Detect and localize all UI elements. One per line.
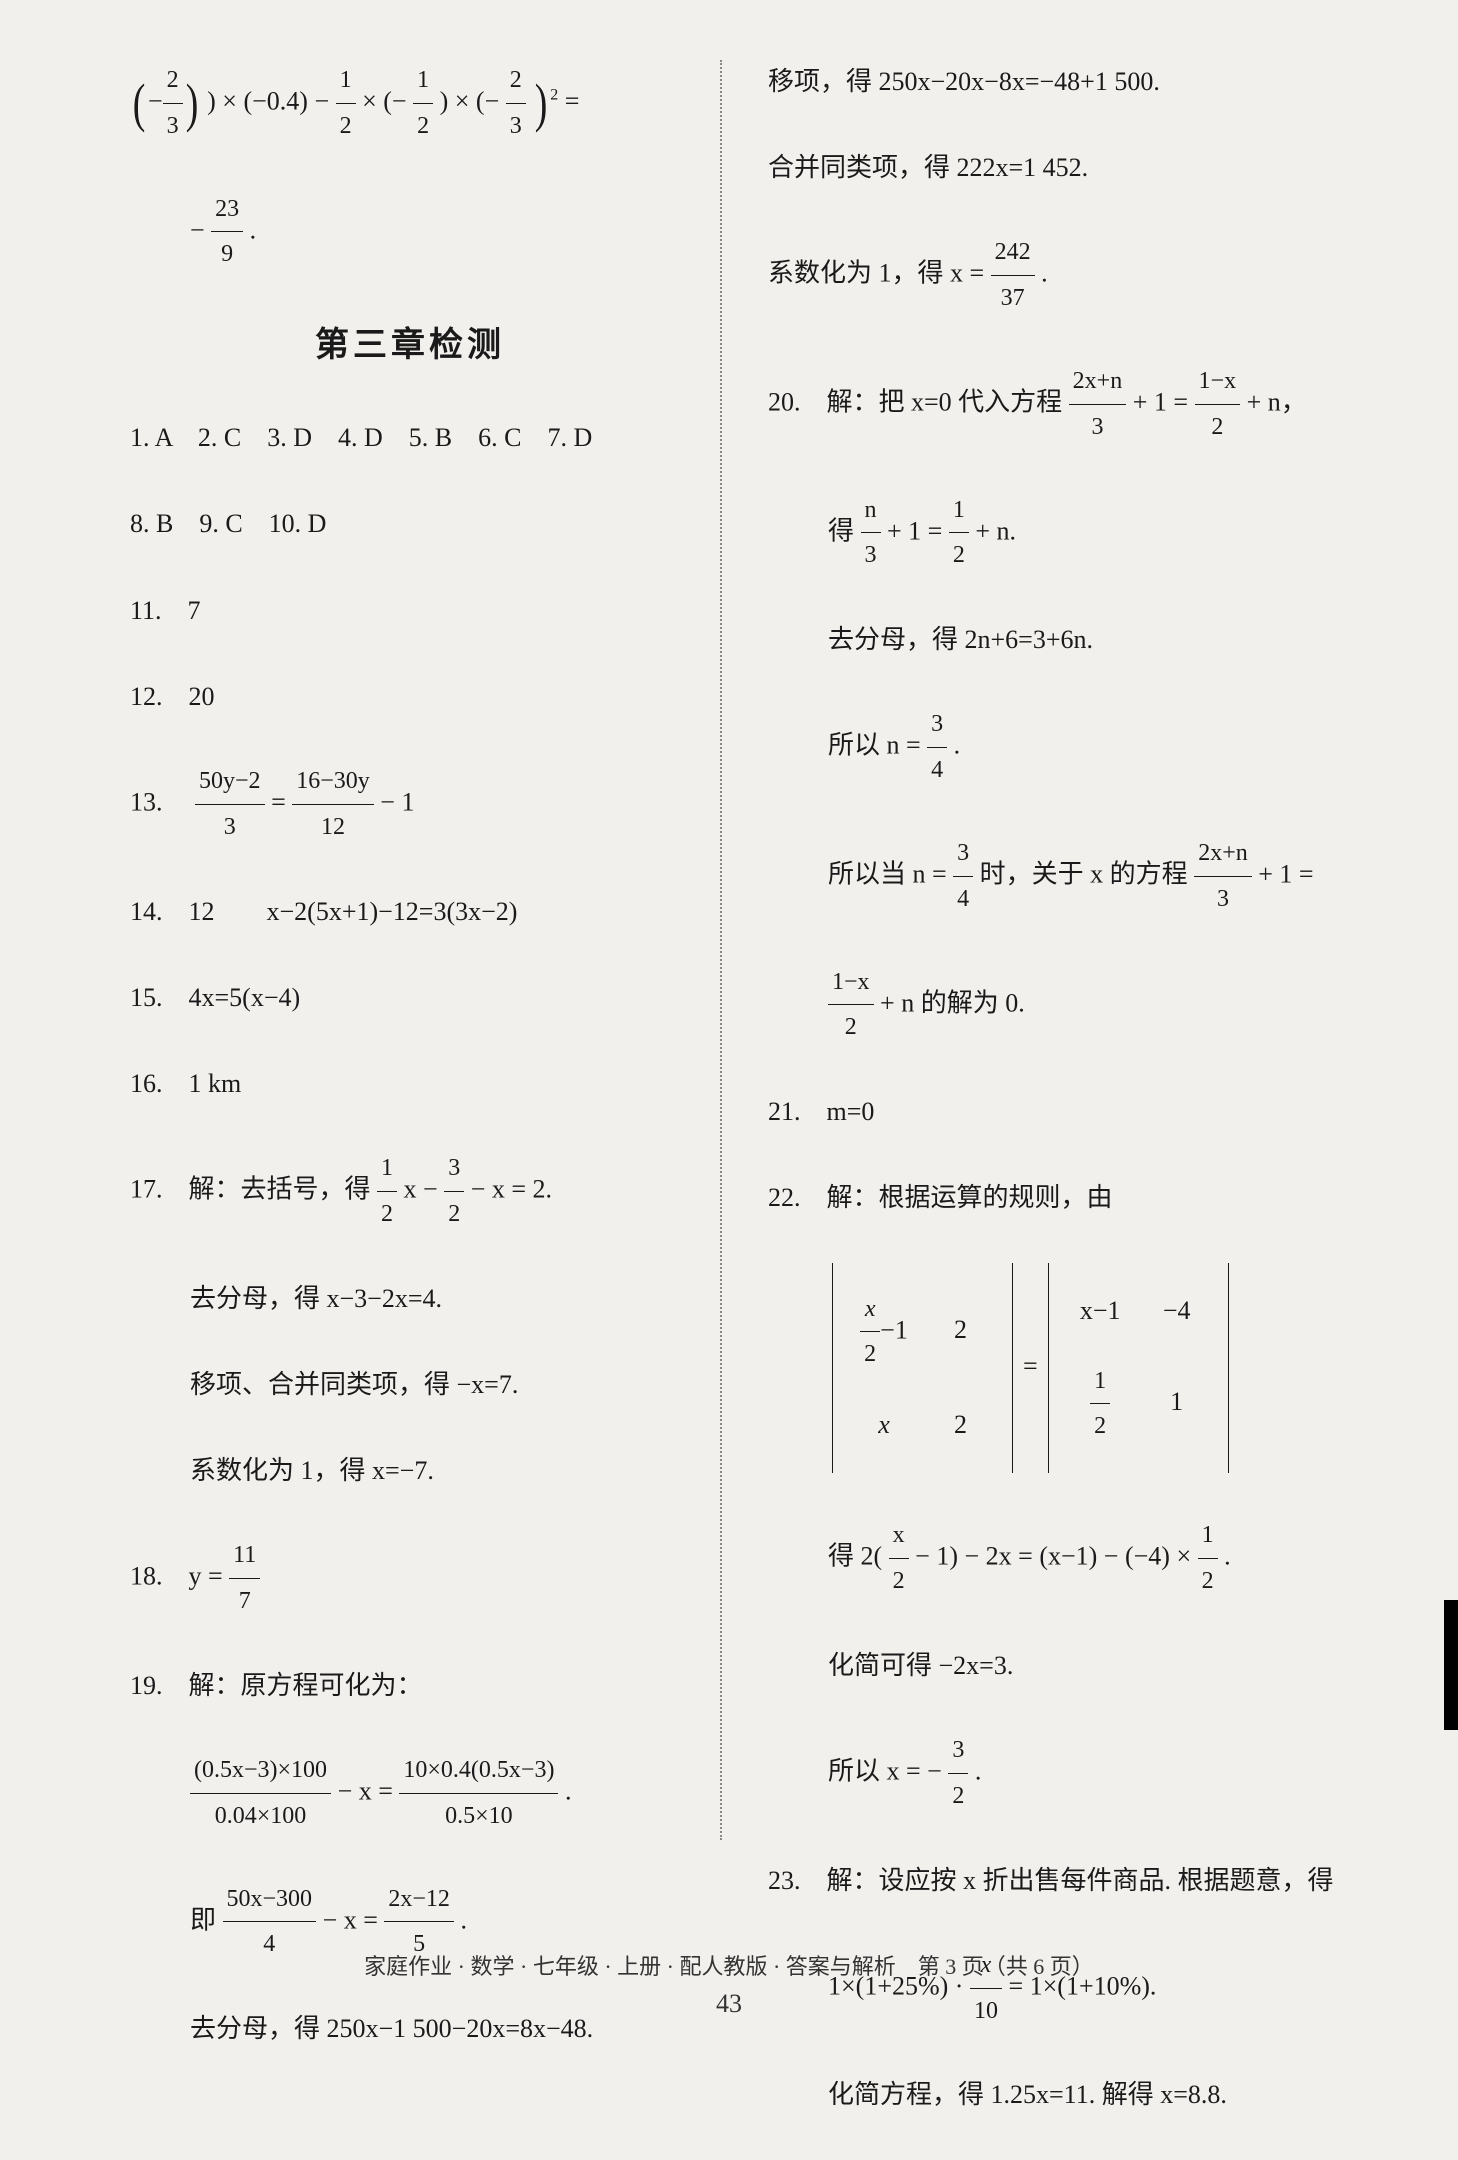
- right-column: 移项，得 250x−20x−8x=−48+1 500. 合并同类项，得 222x…: [768, 60, 1328, 2160]
- q16: 16. 1 km: [130, 1062, 690, 1106]
- prelude-line1: (−23) ) × (−0.4) − 12 × (− 12 ) × (− 23 …: [130, 60, 690, 147]
- mc-row2: 8. B 9. C 10. D: [130, 502, 690, 546]
- q15: 15. 4x=5(x−4): [130, 976, 690, 1020]
- q17-c: 移项、合并同类项，得 −x=7.: [130, 1363, 690, 1407]
- q12: 12. 20: [130, 675, 690, 719]
- scan-edge-mark: [1444, 1600, 1458, 1730]
- q20-c: 去分母，得 2n+6=3+6n.: [768, 618, 1328, 662]
- r3: 系数化为 1，得 x = 24237 .: [768, 232, 1328, 319]
- chapter-title: 第三章检测: [130, 317, 690, 366]
- q22-a: 22. 解：根据运算的规则，由: [768, 1176, 1328, 1220]
- q19-b: (0.5x−3)×1000.04×100 − x = 10×0.4(0.5x−3…: [130, 1750, 690, 1837]
- q11: 11. 7: [130, 589, 690, 633]
- q23-a: 23. 解：设应按 x 折出售每件商品. 根据题意，得: [768, 1859, 1328, 1903]
- q20-a: 20. 解：把 x=0 代入方程 2x+n3 + 1 = 1−x2 + n，: [768, 361, 1328, 448]
- q22-c: 化简可得 −2x=3.: [768, 1644, 1328, 1688]
- q20-d: 所以 n = 34 .: [768, 704, 1328, 791]
- q17-a: 17. 解：去括号，得 12 x − 32 − x = 2.: [130, 1148, 690, 1235]
- q13: 13. 50y−23 = 16−30y12 − 1: [130, 761, 690, 848]
- footer: 家庭作业 · 数学 · 七年级 · 上册 · 配人教版 · 答案与解析 第 3 …: [0, 1949, 1458, 2019]
- q17-b: 去分母，得 x−3−2x=4.: [130, 1277, 690, 1321]
- q18: 18. y = 117: [130, 1535, 690, 1622]
- footer-text: 家庭作业 · 数学 · 七年级 · 上册 · 配人教版 · 答案与解析 第 3 …: [0, 1949, 1458, 1981]
- prelude-line2: − 239 .: [130, 189, 690, 276]
- q21: 21. m=0: [768, 1090, 1328, 1134]
- q20-f: 1−x2 + n 的解为 0.: [768, 962, 1328, 1049]
- r2: 合并同类项，得 222x=1 452.: [768, 146, 1328, 190]
- q23-c: 化简方程，得 1.25x=11. 解得 x=8.8.: [768, 2073, 1328, 2117]
- q22-d: 所以 x = − 32 .: [768, 1730, 1328, 1817]
- q17-d: 系数化为 1，得 x=−7.: [130, 1449, 690, 1493]
- r1: 移项，得 250x−20x−8x=−48+1 500.: [768, 60, 1328, 104]
- page-number: 43: [0, 1989, 1458, 2019]
- left-column: (−23) ) × (−0.4) − 12 × (− 12 ) × (− 23 …: [130, 60, 690, 2093]
- q22-matrix: x2−1 2 x 2 = x−1 −4 12 1: [768, 1263, 1328, 1474]
- q20-e: 所以当 n = 34 时，关于 x 的方程 2x+n3 + 1 =: [768, 833, 1328, 920]
- q22-b: 得 2( x2 − 1) − 2x = (x−1) − (−4) × 12 .: [768, 1515, 1328, 1602]
- mc-row1: 1. A 2. C 3. D 4. D 5. B 6. C 7. D: [130, 416, 690, 460]
- q19-a: 19. 解：原方程可化为：: [130, 1664, 690, 1708]
- page: (−23) ) × (−0.4) − 12 × (− 12 ) × (− 23 …: [130, 60, 1328, 1989]
- column-divider: [720, 60, 722, 1840]
- q20-b: 得 n3 + 1 = 12 + n.: [768, 490, 1328, 577]
- q14: 14. 12 x−2(5x+1)−12=3(3x−2): [130, 890, 690, 934]
